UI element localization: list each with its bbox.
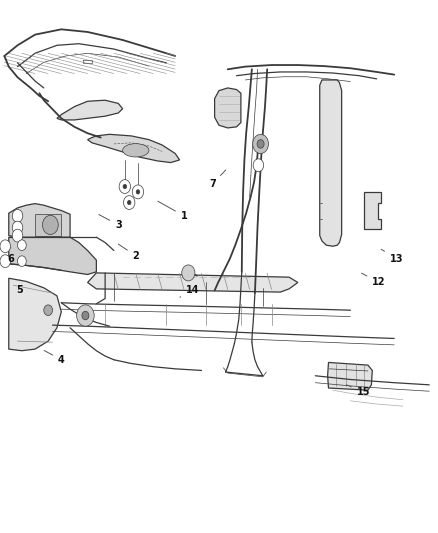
Circle shape bbox=[119, 180, 131, 193]
Circle shape bbox=[18, 256, 26, 266]
Circle shape bbox=[127, 200, 131, 205]
Circle shape bbox=[12, 229, 23, 242]
Circle shape bbox=[44, 305, 53, 316]
Circle shape bbox=[0, 240, 11, 253]
Circle shape bbox=[18, 240, 26, 251]
Polygon shape bbox=[9, 204, 70, 241]
Circle shape bbox=[0, 255, 11, 268]
Polygon shape bbox=[328, 362, 372, 390]
Text: 7: 7 bbox=[209, 170, 226, 189]
Circle shape bbox=[12, 221, 23, 234]
Circle shape bbox=[123, 184, 127, 189]
Polygon shape bbox=[35, 214, 61, 236]
Polygon shape bbox=[88, 273, 298, 292]
Polygon shape bbox=[57, 100, 123, 120]
Text: 15: 15 bbox=[346, 385, 370, 397]
Polygon shape bbox=[88, 134, 180, 163]
Circle shape bbox=[132, 185, 144, 199]
Circle shape bbox=[77, 305, 94, 326]
Text: 14: 14 bbox=[180, 286, 199, 297]
Text: 12: 12 bbox=[362, 273, 385, 287]
Text: 1: 1 bbox=[158, 201, 187, 221]
Text: 13: 13 bbox=[381, 249, 403, 263]
Text: 4: 4 bbox=[44, 350, 65, 365]
Polygon shape bbox=[9, 237, 96, 274]
Circle shape bbox=[12, 209, 23, 222]
Circle shape bbox=[253, 134, 268, 154]
Polygon shape bbox=[215, 88, 241, 128]
Circle shape bbox=[257, 140, 264, 148]
Text: 6: 6 bbox=[7, 248, 14, 263]
Polygon shape bbox=[9, 278, 61, 351]
Circle shape bbox=[182, 265, 195, 281]
Polygon shape bbox=[364, 192, 381, 229]
Circle shape bbox=[42, 215, 58, 235]
Text: 5: 5 bbox=[16, 280, 23, 295]
Circle shape bbox=[124, 196, 135, 209]
Text: 3: 3 bbox=[99, 214, 122, 230]
Text: 2: 2 bbox=[118, 244, 139, 261]
Circle shape bbox=[253, 159, 264, 172]
Circle shape bbox=[82, 311, 89, 320]
Ellipse shape bbox=[123, 144, 149, 157]
Polygon shape bbox=[320, 80, 342, 246]
Circle shape bbox=[136, 190, 140, 194]
